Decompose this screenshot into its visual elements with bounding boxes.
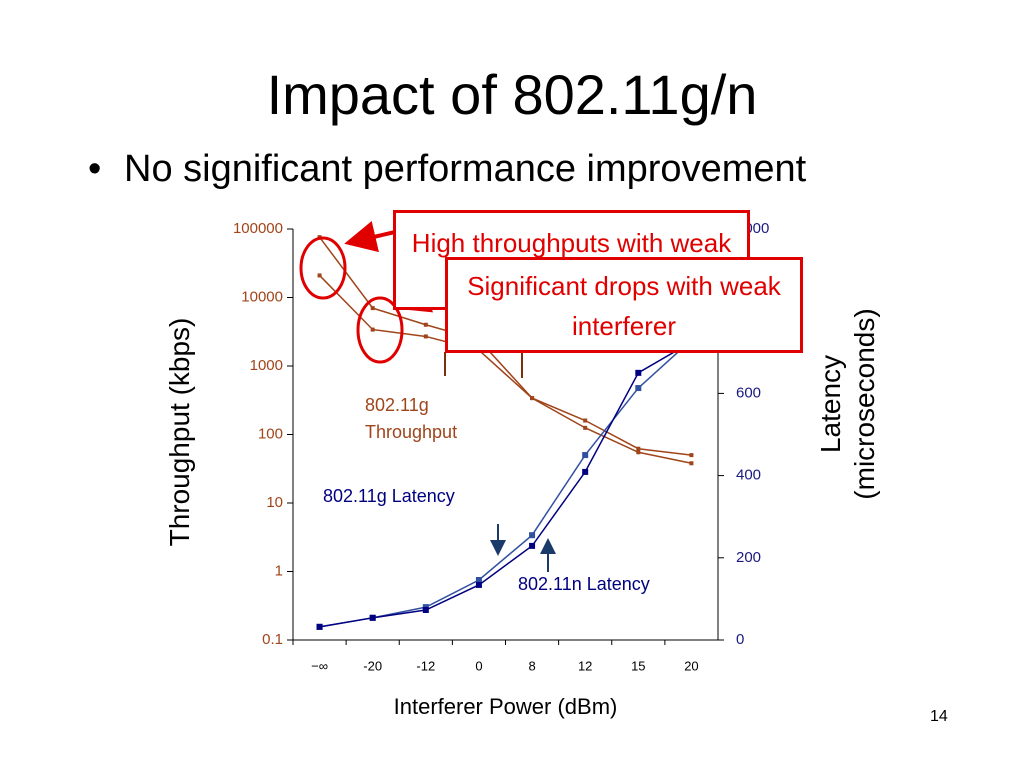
point (582, 468, 589, 475)
y2-tick-label: 600 (736, 384, 761, 401)
point (689, 453, 694, 458)
y2-tick-label: 400 (736, 467, 761, 484)
point (316, 623, 323, 630)
annotation: 802.11n Latency (518, 574, 650, 594)
x-tick-label: -20 (363, 658, 382, 673)
point (635, 369, 642, 376)
x-tick-label: 15 (631, 658, 645, 673)
highlight-circle (299, 236, 347, 300)
point (636, 446, 641, 451)
y-tick-label: 10 (266, 494, 283, 511)
x-axis-label: Interferer Power (dBm) (393, 694, 618, 719)
point (636, 450, 641, 455)
point (583, 425, 588, 430)
y2-tick-label: 200 (736, 549, 761, 566)
bullet: No significant performance improvement (124, 148, 807, 190)
point (475, 576, 482, 583)
y-tick-label: 1000 (250, 357, 283, 374)
y2-tick-label: 0 (736, 631, 744, 648)
y-tick-label: 10000 (241, 288, 283, 305)
series-line (319, 274, 692, 465)
highlight-circle (356, 296, 404, 364)
series-line (318, 236, 692, 456)
y-tick-label: 100 (258, 425, 283, 442)
point (369, 614, 376, 621)
x-tick-label: 0 (475, 658, 482, 673)
y-tick-label: 1 (275, 562, 283, 579)
point (423, 334, 428, 339)
annotation: 802.11g Throughput (365, 395, 458, 442)
x-tick-label: −∞ (311, 658, 328, 673)
point (370, 306, 375, 311)
point (422, 606, 429, 613)
bullet-dot: • (88, 148, 102, 190)
callout: Significant drops with weak interferer (445, 257, 803, 353)
y-axis-label: Throughput (kbps) (164, 317, 195, 547)
annotation: 802.11g Latency (323, 486, 455, 506)
x-tick-label: 8 (528, 658, 535, 673)
point (370, 327, 375, 332)
point (529, 532, 536, 539)
point (689, 461, 694, 466)
point (583, 418, 588, 423)
y2-axis-label: Latency (microseconds) (815, 308, 880, 500)
point (635, 385, 642, 392)
x-tick-label: 12 (578, 658, 592, 673)
point (475, 581, 482, 588)
point (530, 396, 535, 401)
x-tick-label: -12 (416, 658, 435, 673)
point (529, 542, 536, 549)
series-line (319, 341, 692, 628)
page-number: 14 (930, 708, 948, 725)
point (423, 322, 428, 327)
slide-title: Impact of 802.11g/n (266, 63, 758, 126)
point (317, 273, 322, 278)
y-tick-label: 100000 (233, 220, 283, 237)
y-tick-label: 0.1 (262, 631, 283, 648)
point (582, 452, 589, 459)
x-tick-label: 20 (684, 658, 698, 673)
arrow (344, 220, 396, 253)
